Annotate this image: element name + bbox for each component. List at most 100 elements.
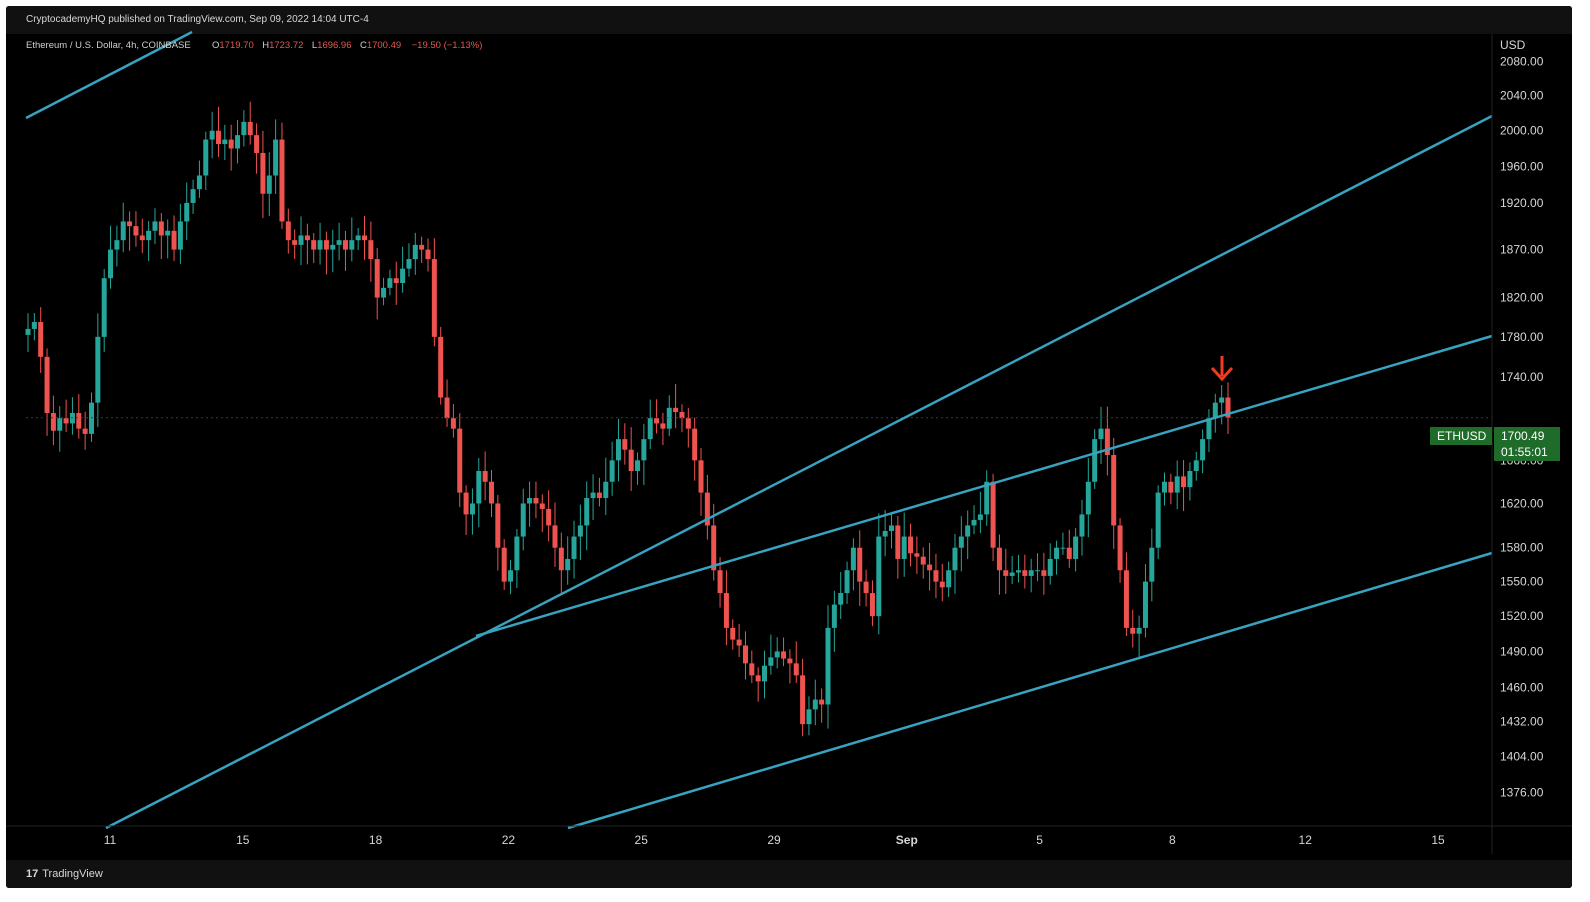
candle [362,215,368,260]
candle [355,227,361,251]
candle [838,571,844,620]
symbol-price-badge [1430,427,1492,445]
x-tick-label: 15 [1431,833,1445,847]
trendline-resistance [475,334,1493,638]
candle [806,696,812,736]
candle [546,490,552,542]
chart-frame: CryptocademyHQ published on TradingView.… [6,6,1572,888]
candle [965,510,971,560]
candle [825,605,831,729]
candle [1193,451,1199,481]
candle [946,561,952,597]
candle [533,481,539,519]
x-tick-label: 5 [1036,833,1043,847]
candle [374,247,380,320]
candle [330,229,336,273]
candle [450,404,456,438]
candle [171,215,177,261]
candle [108,225,114,289]
candle [520,488,526,551]
y-tick-label: 1870.00 [1500,243,1544,257]
candle [476,458,482,528]
y-tick-label: 1620.00 [1500,496,1544,510]
y-tick-label: 1432.00 [1500,715,1544,729]
candle [82,411,88,450]
candle [552,502,558,567]
candle [317,222,323,265]
candle [565,536,571,585]
candle [215,106,221,157]
candle [781,637,787,667]
tradingview-logo-icon: 17 [26,868,39,880]
candle [393,261,399,305]
candle [857,530,863,606]
legend-ohlc: O1719.70 H1723.72 L1696.96 C1700.49 −19.… [212,35,482,52]
candle [895,516,901,579]
candle [203,131,209,190]
y-tick-label: 2000.00 [1500,124,1544,138]
legend-symbol: Ethereum / U.S. Dollar, 4h, COINBASE [26,40,191,51]
candle [1200,429,1206,474]
candle [285,208,291,254]
candle [1149,528,1155,602]
candle [254,123,260,174]
candle [95,313,101,428]
y-tick-label: 1550.00 [1500,575,1544,589]
candle [323,231,329,275]
y-tick-label: 1780.00 [1500,330,1544,344]
tradingview-brand: TradingView [42,868,103,880]
tradingview-logo[interactable]: 17 TradingView [26,868,103,880]
last-price-text: 1700.49 [1501,429,1545,443]
candle [298,216,304,266]
candle [1073,527,1079,572]
candle [1212,393,1218,433]
x-tick-label: 12 [1299,833,1313,847]
candle [196,160,202,198]
y-tick-label: 1460.00 [1500,680,1544,694]
candle [425,238,431,272]
candle [31,312,37,341]
candle [990,473,996,562]
candle [1003,548,1009,594]
candle [266,152,272,217]
candle [768,634,774,675]
candle [1155,485,1161,560]
y-tick-label: 1490.00 [1500,644,1544,658]
candle [406,243,412,277]
down-arrow-icon [1210,356,1234,382]
candle [158,212,164,260]
candle [654,399,660,434]
candle [1009,555,1015,584]
candle [273,119,279,194]
candle [184,182,190,241]
candlestick-chart[interactable]: 2080.00 2040.00 2000.00 1960.00 1920.00 1870.… [6,6,1572,888]
candle [571,520,577,579]
candle [349,217,355,262]
candle [984,470,990,526]
candle [1130,609,1136,648]
candle [736,624,742,658]
candle [1085,457,1091,538]
candle [730,619,736,650]
candle [76,394,82,439]
candle [596,477,602,507]
candle [101,269,107,352]
candle [438,326,444,405]
candle [311,232,317,264]
candle [501,539,507,590]
candle [177,203,183,264]
candle [133,211,139,247]
candle [692,417,698,481]
candle [1117,518,1123,583]
trendline-steep-upper [105,114,1493,830]
candle [952,533,958,594]
candle [88,392,94,442]
candle [127,211,133,251]
candle [247,101,253,145]
candle [749,650,755,683]
candle [1181,460,1187,512]
candle [1028,558,1034,593]
candle [1022,554,1028,589]
candle [495,495,501,571]
candle [1015,555,1021,583]
